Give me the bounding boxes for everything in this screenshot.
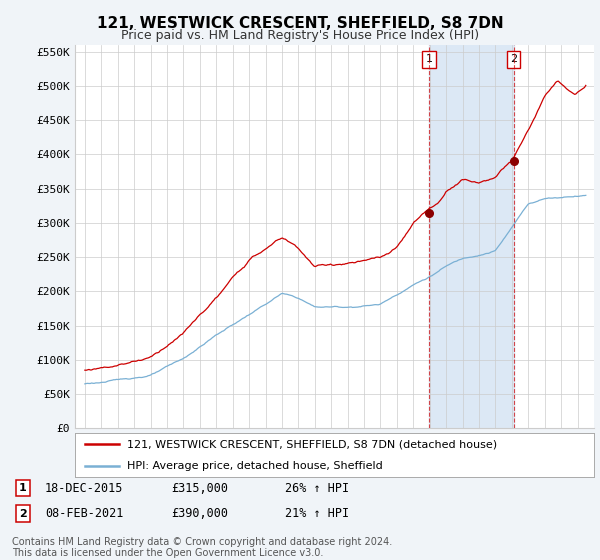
Text: 21% ↑ HPI: 21% ↑ HPI [285, 507, 349, 520]
Text: 121, WESTWICK CRESCENT, SHEFFIELD, S8 7DN (detached house): 121, WESTWICK CRESCENT, SHEFFIELD, S8 7D… [127, 440, 497, 449]
Text: £315,000: £315,000 [171, 482, 228, 495]
Text: 1: 1 [19, 483, 26, 493]
Text: 18-DEC-2015: 18-DEC-2015 [45, 482, 124, 495]
Text: 08-FEB-2021: 08-FEB-2021 [45, 507, 124, 520]
Bar [429, 45, 514, 428]
Text: Price paid vs. HM Land Registry's House Price Index (HPI): Price paid vs. HM Land Registry's House … [121, 29, 479, 42]
Text: HPI: Average price, detached house, Sheffield: HPI: Average price, detached house, Shef… [127, 461, 383, 471]
Text: 121, WESTWICK CRESCENT, SHEFFIELD, S8 7DN: 121, WESTWICK CRESCENT, SHEFFIELD, S8 7D… [97, 16, 503, 31]
Text: 26% ↑ HPI: 26% ↑ HPI [285, 482, 349, 495]
Text: 1: 1 [426, 54, 433, 64]
Text: £390,000: £390,000 [171, 507, 228, 520]
Text: 2: 2 [19, 508, 26, 519]
Text: Contains HM Land Registry data © Crown copyright and database right 2024.
This d: Contains HM Land Registry data © Crown c… [12, 536, 392, 558]
Text: 2: 2 [510, 54, 517, 64]
